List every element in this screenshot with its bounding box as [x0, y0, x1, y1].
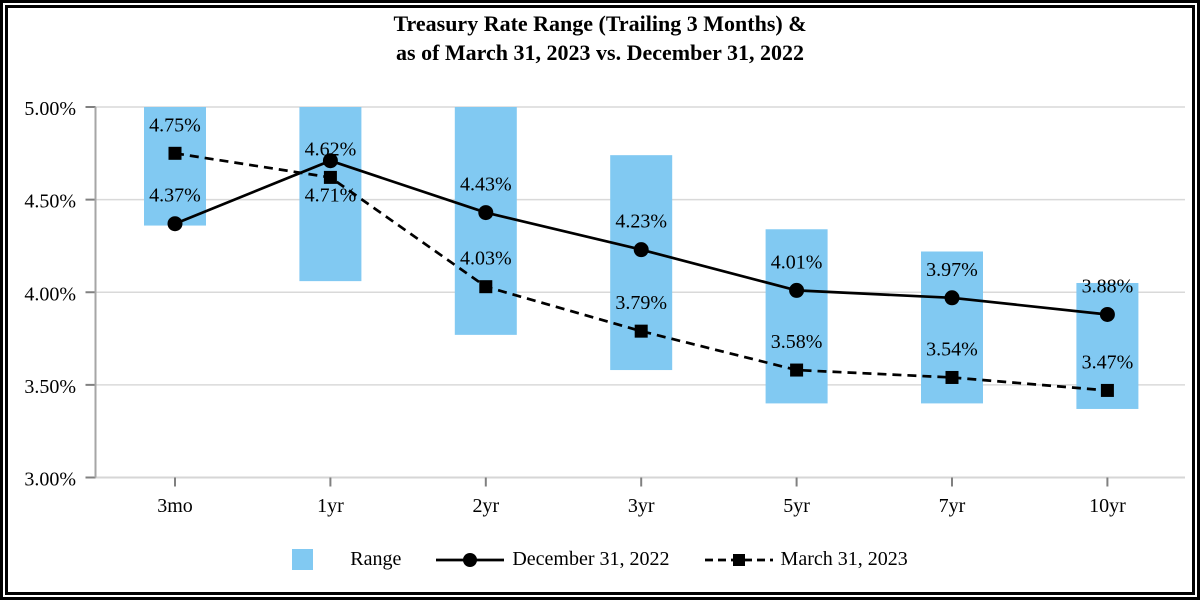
december-marker-circle	[478, 205, 494, 221]
range-swatch-icon	[292, 549, 314, 570]
range-bar	[454, 107, 517, 335]
march-line-sample-icon	[704, 553, 773, 566]
december-line-sample-icon	[436, 552, 505, 567]
march-data-label: 4.75%	[149, 114, 201, 136]
chart-title-line1: Treasury Rate Range (Trailing 3 Months) …	[393, 11, 807, 36]
y-tick-label: 5.00%	[24, 98, 76, 120]
december-data-label: 4.23%	[615, 211, 667, 233]
march-marker-square	[168, 146, 182, 160]
x-tick-label: 10yr	[1089, 495, 1126, 517]
march-marker-square	[790, 363, 804, 377]
legend-label-range: Range	[350, 548, 402, 570]
december-data-label: 3.97%	[926, 259, 978, 281]
december-data-label: 4.71%	[305, 185, 357, 207]
march-marker-square	[945, 370, 959, 384]
march-marker-square	[1100, 383, 1114, 397]
december-marker-circle	[167, 216, 183, 232]
december-marker-circle	[944, 290, 960, 306]
x-tick-label: 7yr	[939, 495, 966, 517]
december-marker-circle	[322, 153, 338, 169]
december-data-label: 4.01%	[771, 251, 823, 273]
december-data-label: 4.37%	[149, 185, 201, 207]
december-data-label: 3.88%	[1082, 275, 1134, 297]
march-data-label: 3.47%	[1082, 351, 1134, 373]
december-marker-circle	[789, 282, 805, 298]
x-tick-label: 3yr	[628, 495, 655, 517]
march-data-label: 4.03%	[460, 248, 512, 270]
march-marker-square	[479, 280, 493, 294]
legend-item-range: Range	[292, 548, 401, 571]
march-data-label: 3.79%	[615, 292, 667, 314]
range-bar	[299, 107, 362, 282]
legend: Range December 31, 2022 March 31, 2023	[0, 548, 1200, 571]
x-tick-label: 3mo	[157, 495, 193, 517]
december-marker-circle	[1099, 306, 1115, 322]
chart-title: Treasury Rate Range (Trailing 3 Months) …	[0, 9, 1200, 67]
chart-title-line2: as of March 31, 2023 vs. December 31, 20…	[396, 40, 804, 65]
x-tick-label: 5yr	[783, 495, 810, 517]
y-tick-label: 3.00%	[24, 469, 76, 491]
march-marker-square	[634, 324, 648, 338]
range-bar	[144, 107, 206, 226]
x-tick-label: 1yr	[317, 495, 344, 517]
march-data-label: 4.62%	[305, 138, 357, 160]
march-data-label: 3.54%	[926, 338, 978, 360]
march-marker-square	[323, 170, 337, 184]
x-tick-label: 2yr	[472, 495, 499, 517]
legend-label-march: March 31, 2023	[780, 548, 908, 570]
december-marker-circle	[633, 242, 649, 258]
legend-label-december: December 31, 2022	[512, 548, 670, 570]
march-data-label: 3.58%	[771, 331, 823, 353]
legend-item-march: March 31, 2023	[704, 548, 908, 571]
y-tick-label: 4.00%	[24, 283, 76, 305]
y-tick-label: 4.50%	[24, 191, 76, 213]
legend-item-december: December 31, 2022	[435, 548, 670, 571]
december-data-label: 4.43%	[460, 174, 512, 196]
y-tick-label: 3.50%	[24, 376, 76, 398]
